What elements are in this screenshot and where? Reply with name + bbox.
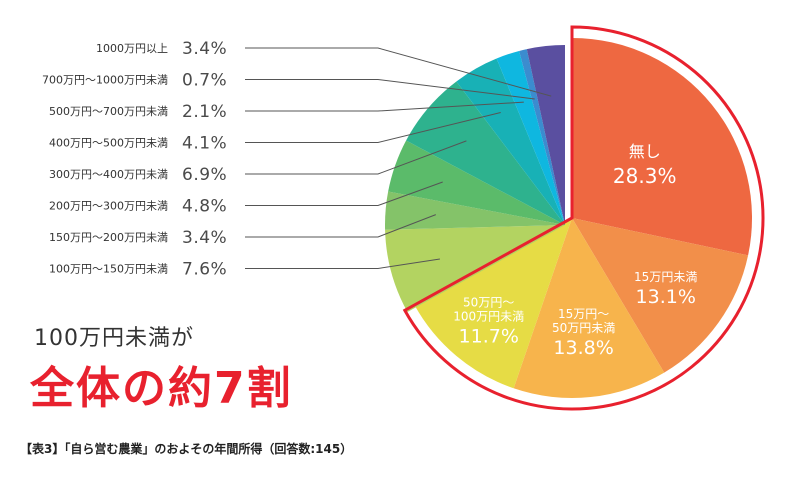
legend-label-5: 100万円〜150万円未満 (49, 263, 168, 276)
legend-value-9: 4.1% (182, 134, 227, 154)
chart-caption: 【表3】「自ら営む農業」のおよその年間所得（回答数:145） (20, 442, 353, 456)
legend-value-10: 2.1% (182, 102, 227, 122)
pie-slice-8 (406, 81, 565, 225)
slice-label-2-line-1: 15万円未満 (634, 270, 697, 284)
pie-slice-1 (572, 38, 753, 256)
leader-line-8 (245, 140, 467, 175)
leader-line-5 (245, 258, 440, 269)
slice-label-1-line-1: 無し (629, 142, 661, 161)
slice-label-3-line-1: 15万円〜 (558, 307, 609, 321)
slice-value-4: 11.7% (459, 325, 519, 347)
pie-slice-6 (384, 191, 565, 230)
legend-labels: 1000万円以上 3.4% 700万円〜1000万円未満 0.7% 500万円〜700万… (42, 39, 552, 280)
legend-label-11: 700万円〜1000万円未満 (42, 74, 168, 87)
pie-slice-2 (572, 218, 749, 373)
legend-label-6: 150万円〜200万円未満 (49, 231, 168, 244)
pie-slice-12 (526, 45, 565, 225)
pie-slice-11 (519, 49, 565, 225)
pie-slice-10 (496, 50, 565, 226)
slice-label-4-line-1: 50万円〜 (463, 295, 514, 309)
legend-label-10: 500万円〜700万円未満 (49, 105, 168, 118)
slice-label-4-line-2: 100万円未満 (453, 309, 524, 323)
pie-slice-9 (456, 58, 565, 226)
legend-value-7: 4.8% (182, 197, 227, 217)
legend-value-11: 0.7% (182, 71, 227, 91)
slice-value-1: 28.3% (613, 164, 677, 188)
leader-line-9 (245, 112, 501, 143)
pie-slice-3 (513, 218, 665, 399)
pie-slice-4 (414, 218, 572, 389)
headline-main: 全体の約7割 (30, 363, 293, 414)
legend-value-5: 7.6% (182, 260, 227, 280)
slice-value-2: 13.1% (636, 286, 696, 308)
leader-line-7 (245, 181, 443, 206)
leader-line-6 (245, 214, 436, 238)
pie-slice-7 (388, 140, 565, 225)
leader-line-11 (245, 79, 535, 100)
leader-line-10 (245, 101, 524, 112)
legend-value-6: 3.4% (182, 228, 227, 248)
slice-labels: 無し28.3%15万円未満13.1%15万円〜50万円未満13.8%50万円〜1… (453, 142, 697, 359)
legend-label-9: 400万円〜500万円未満 (49, 137, 168, 150)
legend-value-12: 3.4% (182, 39, 227, 59)
headline-sub: 100万円未満が (34, 326, 194, 351)
highlight-outline (402, 25, 765, 411)
leader-line-12 (245, 47, 552, 97)
legend-label-7: 200万円〜300万円未満 (49, 200, 168, 213)
slice-label-3-line-2: 50万円未満 (552, 321, 615, 335)
slice-value-3: 13.8% (553, 337, 613, 359)
legend-label-8: 300万円〜400万円未満 (49, 168, 168, 181)
legend-value-8: 6.9% (182, 165, 227, 185)
legend-label-12: 1000万円以上 (96, 42, 168, 55)
